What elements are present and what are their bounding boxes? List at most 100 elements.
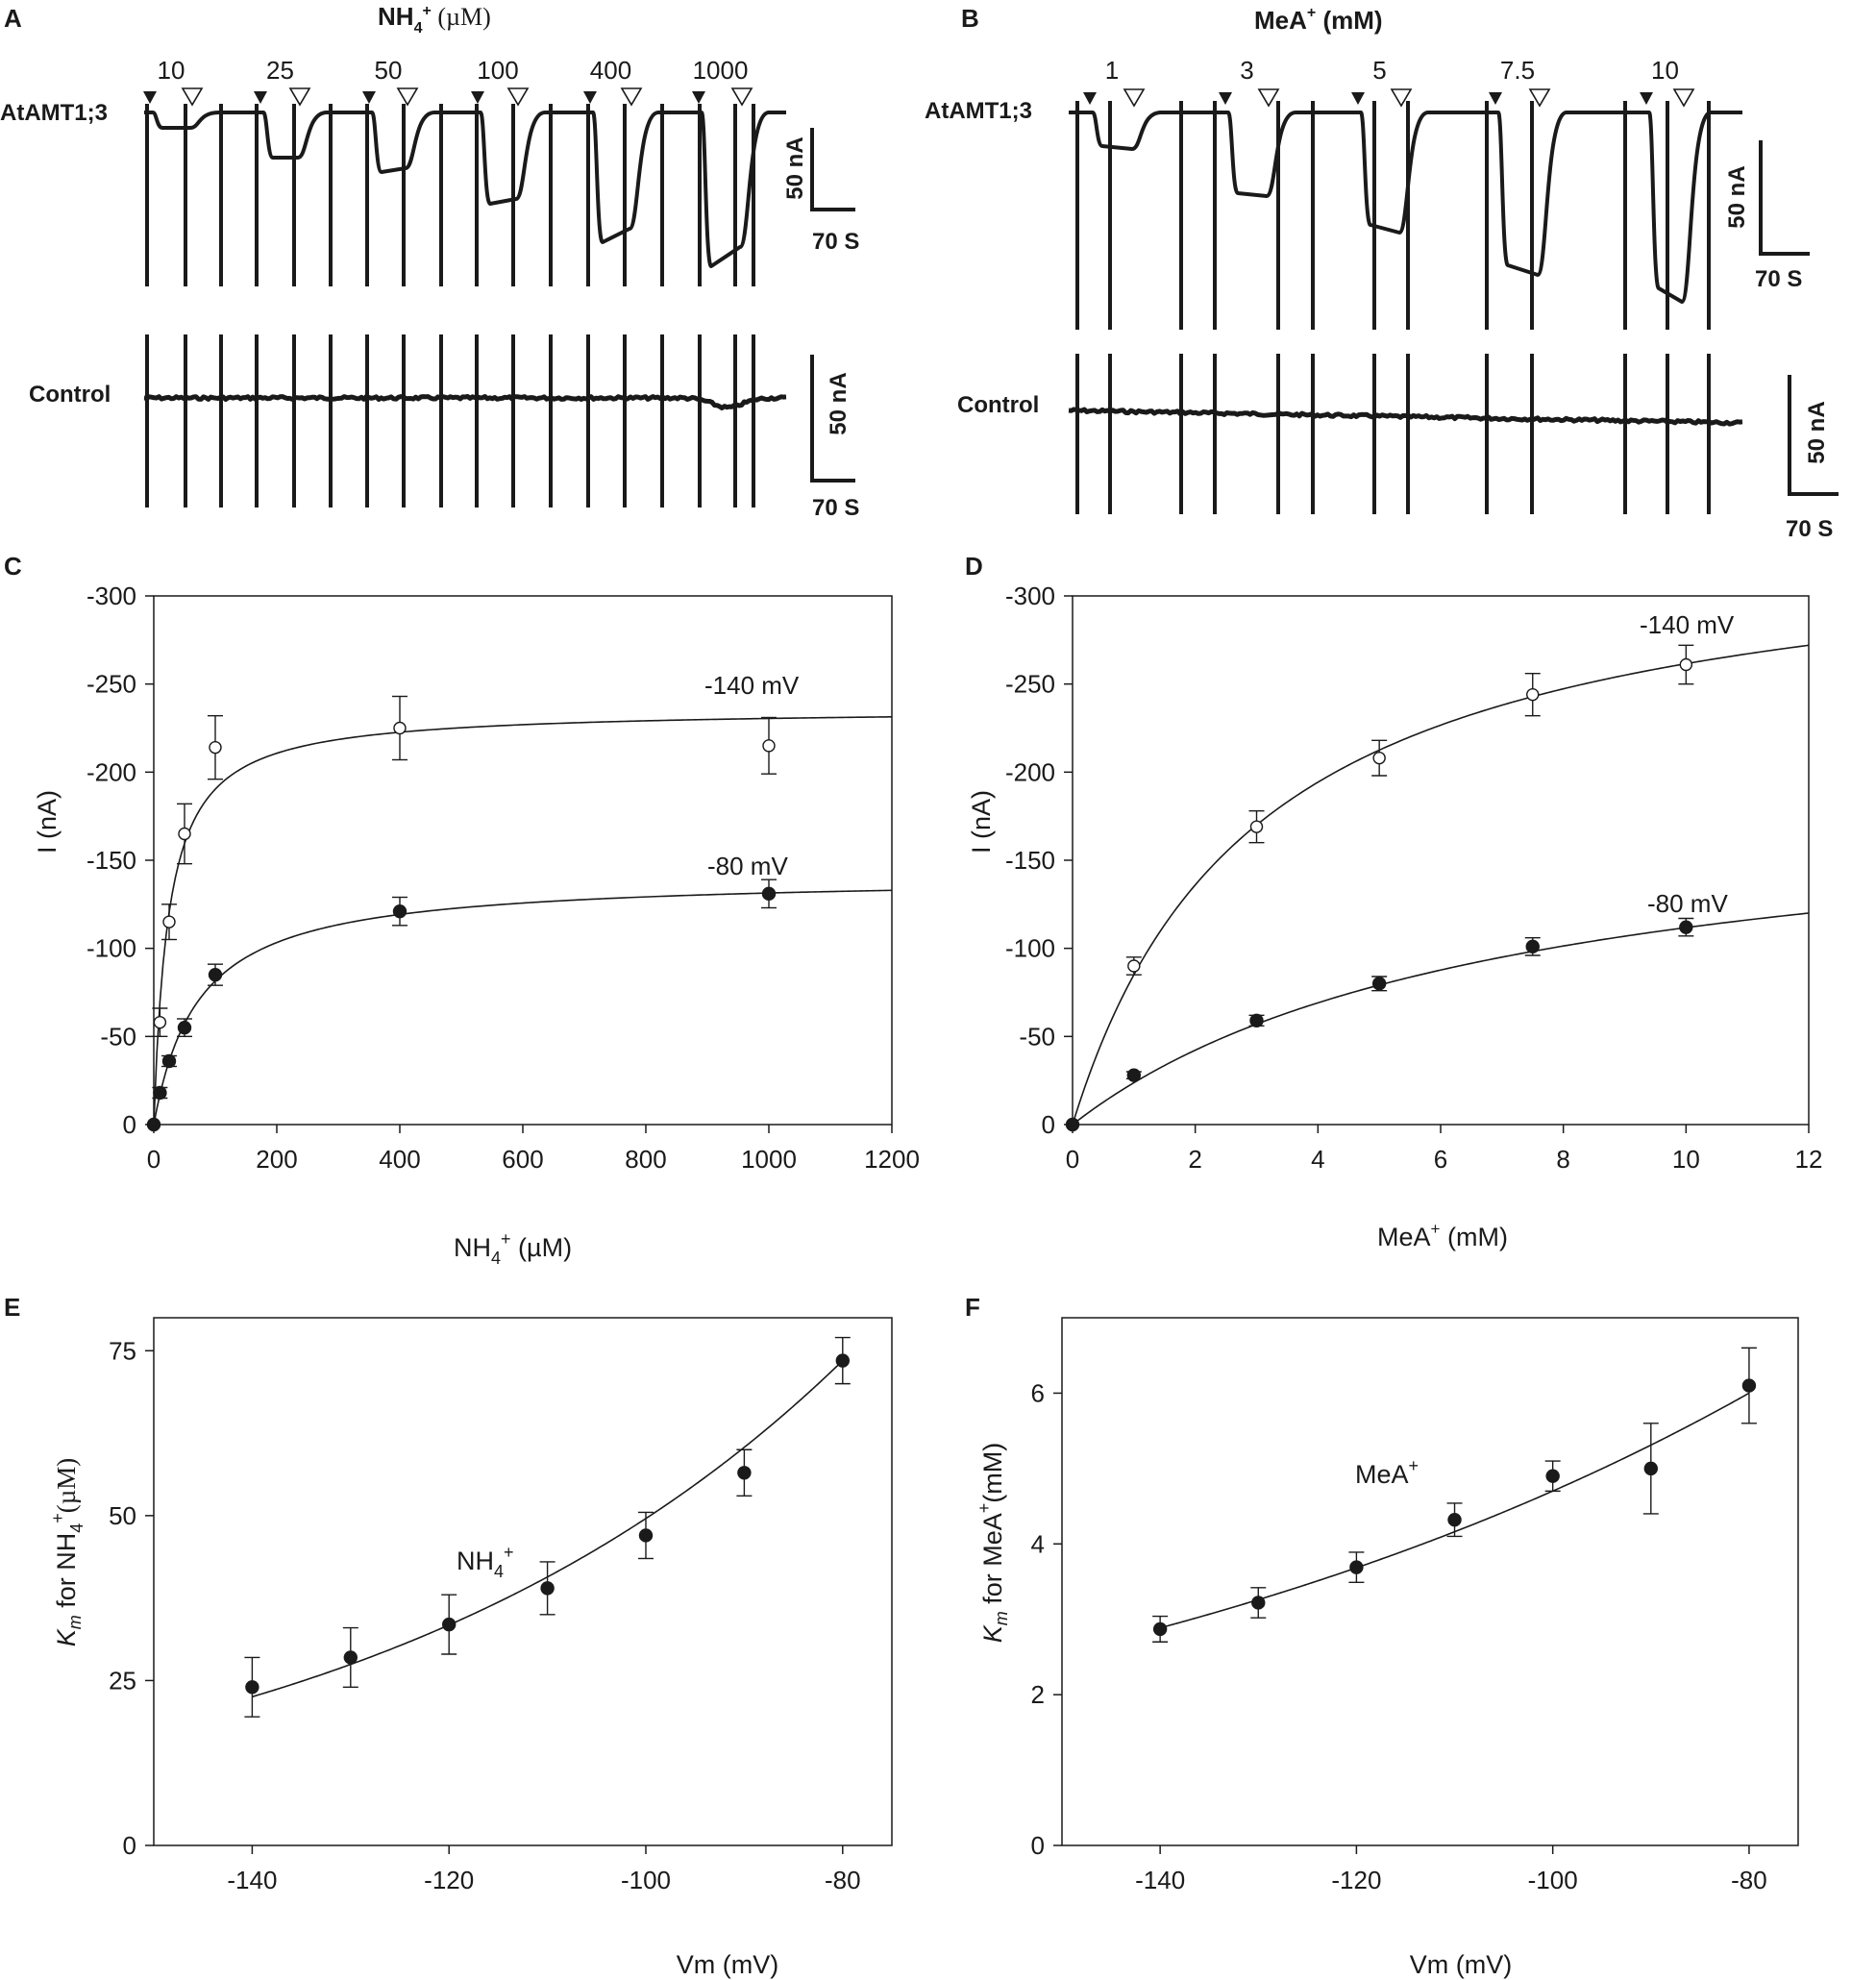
chart-c: 0 200 400 600 800 1000 1200 0 -50 -100 -150 -200 -25… [86, 582, 920, 1174]
chart-c-fit-line [153, 889, 893, 1126]
chart-c-xtick-label: 0 [147, 1145, 160, 1174]
chart-d-ytick-label: -200 [1005, 757, 1055, 786]
chart-e-ylabel-sup: + [48, 1513, 67, 1523]
panel-a-scale-current: 50 nA [782, 136, 808, 199]
chart-c-xlabel-main: NH [454, 1233, 491, 1262]
chart-e-point [343, 1650, 358, 1665]
chart-c-ylabel: I (nA) [33, 790, 62, 854]
chart-f-xtick-label: -100 [1528, 1866, 1578, 1894]
chart-f-point [1251, 1596, 1266, 1610]
chart-e-ylabel: Km for NH4+(µM) [48, 1458, 86, 1647]
panel-a-scale-time: 70 S [812, 229, 859, 255]
chart-e-annotation-sub: 4 [494, 1562, 504, 1581]
chart-f-ylabel-m: m [992, 1611, 1011, 1625]
chart-d-ytick-label: -50 [1019, 1022, 1055, 1051]
panel-a-title-sup: + [422, 3, 431, 19]
chart-c-point [153, 1085, 167, 1101]
chart-f-annotation-sup: + [1409, 1456, 1419, 1475]
chart-d-series-label-80: -80 mV [1647, 889, 1728, 918]
chart-f-point [1545, 1469, 1560, 1483]
chart-c-point [161, 1053, 177, 1069]
chart-f-xtick-label: -80 [1731, 1866, 1767, 1894]
chart-f-ytick-label: 6 [1031, 1378, 1045, 1407]
panel-a-title: NH4+ (µM) [378, 2, 491, 37]
panel-a-washout-marker [620, 87, 643, 107]
panel-a-apply-marker [143, 91, 157, 104]
panel-b-scale-time: 70 S [1755, 266, 1802, 292]
chart-d-xlabel-unit: (mM) [1440, 1223, 1507, 1251]
panel-b-washout-marker [1123, 88, 1146, 108]
chart-d-ytick-label: -150 [1005, 846, 1055, 875]
chart-e-point [835, 1353, 850, 1368]
chart-d-ytick-label: -250 [1005, 670, 1055, 699]
chart-e-xtick-label: -140 [227, 1866, 277, 1894]
chart-f-point [1152, 1621, 1168, 1637]
panel-a-control-scale-current: 50 nA [826, 372, 852, 434]
panel-letter-e: E [4, 1293, 20, 1322]
chart-f-ytick-label: 2 [1031, 1680, 1045, 1709]
chart-d-point [1127, 959, 1141, 973]
chart-d-ylabel: I (nA) [967, 790, 996, 854]
chart-f-annotation-main: MeA [1355, 1460, 1409, 1489]
panel-a-title-sub: 4 [414, 20, 423, 37]
chart-d-xlabel: MeA+ (mM) [1377, 1220, 1508, 1251]
panel-a-concentration-label: 400 [590, 56, 631, 85]
panel-a-control-trace [143, 334, 787, 507]
panel-b-title-unit: (mM) [1316, 6, 1382, 35]
chart-d-xlabel-sup: + [1431, 1220, 1441, 1238]
panel-b-washout-marker [1390, 88, 1413, 108]
panel-letter-f: F [965, 1293, 980, 1322]
chart-e-ylabel-m: m [65, 1615, 85, 1629]
chart-e-ylabel-rest: for NH [52, 1533, 81, 1616]
panel-a-concentration-label: 50 [375, 56, 403, 85]
chart-d: 0 2 4 6 8 10 12 0 -50 -100 -150 -200 -250 -300 -140 mV… [1005, 582, 1823, 1174]
chart-e-annotation-main: NH [457, 1547, 494, 1575]
panel-a-title-unit: (µM) [432, 3, 491, 31]
panel-b-current-trace [1069, 111, 1742, 304]
chart-f-point [1349, 1560, 1364, 1574]
chart-d-series-label-140: -140 mV [1640, 610, 1735, 639]
chart-c-xtick-label: 200 [256, 1145, 297, 1174]
panel-letter-b: B [961, 4, 979, 33]
chart-d-point [1065, 1117, 1080, 1132]
chart-f-ylabel-sup: + [975, 1503, 994, 1514]
chart-d-point [1126, 1068, 1142, 1082]
panel-b-apply-marker [1640, 92, 1653, 105]
panel-a-washout-marker [181, 87, 204, 107]
chart-c-series-label-140: -140 mV [704, 671, 800, 700]
chart-d-point [1679, 657, 1693, 672]
panel-a-trace-label: AtAMT1;3 [0, 100, 108, 126]
panel-b-control-scale-current: 50 nA [1804, 401, 1830, 463]
panel-a-concentration-label: 10 [158, 56, 185, 85]
panel-a-apply-marker [362, 91, 376, 104]
chart-e-point [540, 1581, 555, 1596]
chart-c-xtick-label: 400 [379, 1145, 420, 1174]
chart-c-point [146, 1117, 161, 1132]
chart-d-ytick-label: -300 [1005, 582, 1055, 610]
chart-e-point [638, 1528, 654, 1543]
chart-d-point [1249, 1013, 1264, 1028]
chart-f-point [1741, 1378, 1757, 1393]
chart-c-point [761, 886, 777, 902]
panel-b-title-main: MeA [1254, 6, 1307, 35]
panel-a-concentration-label: 25 [266, 56, 294, 85]
panel-a-scale-bar [810, 128, 855, 211]
chart-e-ytick-label: 50 [109, 1501, 136, 1530]
chart-f: -140 -120 -100 -80 0 2 4 6 [1031, 1317, 1799, 1894]
chart-e-point [442, 1617, 457, 1632]
chart-e-ylabel-sub: 4 [67, 1523, 86, 1533]
panel-a-title-main: NH [378, 2, 414, 31]
chart-c-point [178, 827, 191, 841]
chart-e-ylabel-k: K [52, 1628, 81, 1646]
chart-c-ytick-label: -200 [86, 757, 136, 786]
panel-b: B MeA+ (mM) AtAMT1;3 1 3 5 7.5 10 Control 50… [925, 4, 1839, 542]
panel-b-apply-marker [1083, 92, 1097, 105]
panel-b-control-scale-bar [1788, 375, 1839, 496]
panel-b-concentration-label: 1 [1105, 56, 1119, 85]
chart-e-point [737, 1466, 752, 1480]
chart-c-xlabel-sup: + [501, 1229, 511, 1249]
chart-c-xtick-label: 600 [502, 1145, 543, 1174]
chart-c-point [162, 915, 176, 928]
chart-f-ylabel: Km for MeA+(mM) [975, 1443, 1011, 1644]
